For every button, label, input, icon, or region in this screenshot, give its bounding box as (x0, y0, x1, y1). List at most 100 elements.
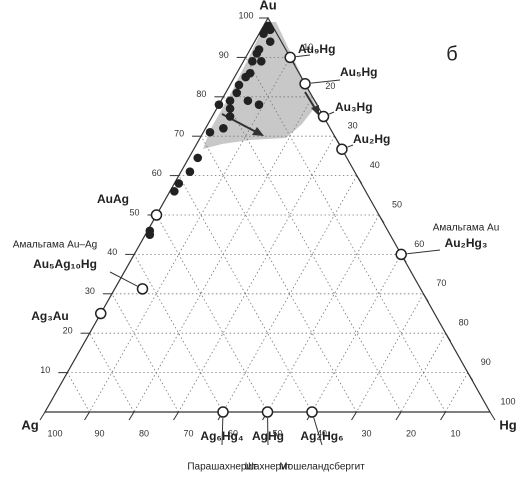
compound-marker (136, 283, 149, 295)
compound-label: Au₃Hg (335, 100, 373, 114)
grid-line (445, 372, 469, 413)
leader-line (221, 417, 224, 446)
data-point (145, 230, 155, 239)
data-point (225, 112, 235, 121)
tick-mark (128, 411, 135, 421)
tick-mark (395, 411, 402, 421)
compound-label: Ag₃Au (31, 309, 69, 323)
compound-label: Au₅Hg (340, 65, 378, 79)
grid-line (111, 293, 179, 413)
grid-line (311, 254, 402, 413)
data-point (241, 72, 250, 82)
data-point (234, 80, 244, 90)
compound-note: Шахнерит (245, 462, 292, 473)
hg-tick-label: 60 (414, 239, 424, 249)
tick-mark (440, 411, 446, 421)
data-point (243, 96, 253, 106)
au-tick-label: 90 (219, 50, 229, 60)
compound-marker (261, 406, 274, 418)
grid-line (267, 214, 380, 413)
ag-tick-label: 70 (183, 428, 193, 438)
compound-label: AuAg (97, 192, 129, 206)
tick-mark (351, 411, 357, 421)
compound-marker (317, 110, 330, 123)
ag-tick-label: 100 (47, 428, 62, 438)
ag-tick-label: 10 (450, 428, 460, 438)
au-tick-label: 30 (85, 286, 95, 296)
grid-line (223, 96, 402, 413)
leader-line (407, 249, 441, 255)
ag-tick-label: 80 (139, 428, 149, 438)
data-point (265, 37, 275, 46)
ag-tick-label: 50 (272, 428, 282, 438)
vertex-label: Au (259, 0, 276, 12)
au-tick-label: 50 (129, 207, 139, 217)
au-tick-label: 100 (238, 10, 253, 20)
hg-tick-label: 80 (459, 318, 469, 328)
grid-line (356, 293, 424, 413)
compound-marker (95, 307, 107, 320)
hg-tick-label: 20 (325, 81, 335, 91)
data-point (254, 100, 264, 109)
ag-tick-label: 90 (94, 428, 104, 438)
grid-line (200, 136, 357, 413)
compound-label: Au₉Hg (298, 42, 335, 56)
ag-tick-label: 20 (406, 428, 416, 438)
data-point (205, 127, 215, 137)
leader-line (310, 79, 341, 84)
compound-label: Ag₄Hg₆ (300, 429, 343, 443)
au-tick-label: 20 (63, 326, 73, 336)
grid-line (222, 175, 358, 413)
tick-mark (489, 411, 496, 421)
data-point (219, 124, 228, 133)
data-point (256, 57, 266, 66)
data-point (185, 167, 195, 176)
tick-mark (39, 411, 46, 421)
grid-line (178, 136, 335, 413)
au-tick-label: 40 (107, 247, 117, 257)
compound-note: Парашахнерит (187, 462, 257, 473)
grid-line (89, 333, 135, 413)
grid-line (156, 214, 268, 413)
data-point (193, 153, 203, 163)
compound-label: Au₂Hg₃ (445, 236, 488, 250)
data-point (248, 57, 257, 66)
hg-tick-label: 90 (481, 357, 491, 367)
compound-marker (336, 143, 348, 155)
layer: 10 20 30 40 50 60 70 80 90 100 10 20 30 40 50 60 70 80 90 1… (13, 10, 516, 472)
ag-tick-label: 60 (228, 428, 238, 438)
data-point (259, 29, 268, 39)
hg-tick-label: 40 (370, 160, 380, 170)
ag-tick-label: 30 (361, 428, 371, 438)
data-point (170, 187, 179, 196)
trend-arrow (221, 91, 319, 136)
au-tick-label: 60 (152, 168, 162, 178)
tick-mark (173, 411, 179, 421)
grid-line (89, 57, 291, 413)
au-tick-label: 10 (40, 365, 50, 375)
data-point (225, 96, 235, 106)
vertex-label: Hg (499, 417, 516, 432)
data-point (252, 49, 262, 58)
compound-label: AgHg (252, 429, 284, 443)
hg-tick-label: 100 (500, 396, 515, 406)
hg-tick-label: 10 (303, 42, 313, 52)
data-point (174, 179, 184, 188)
au-tick-label: 80 (196, 89, 206, 99)
au-tick-label: 70 (174, 129, 184, 139)
data-point (214, 100, 224, 109)
leader-line (328, 111, 335, 115)
leader-line (347, 144, 354, 148)
compound-label: Ag₆Hg₄ (200, 429, 243, 443)
vertex-label: Ag (21, 417, 38, 432)
hg-tick-label: 70 (436, 278, 446, 288)
tick-mark (84, 411, 90, 421)
data-point (232, 88, 242, 98)
grid-line (66, 372, 90, 413)
compound-note: Мошеландсбергит (279, 461, 365, 473)
compound-label: Au₂Hg (353, 132, 390, 146)
compound-marker (150, 209, 163, 221)
leader-line (296, 54, 311, 58)
compound-marker (284, 51, 296, 64)
